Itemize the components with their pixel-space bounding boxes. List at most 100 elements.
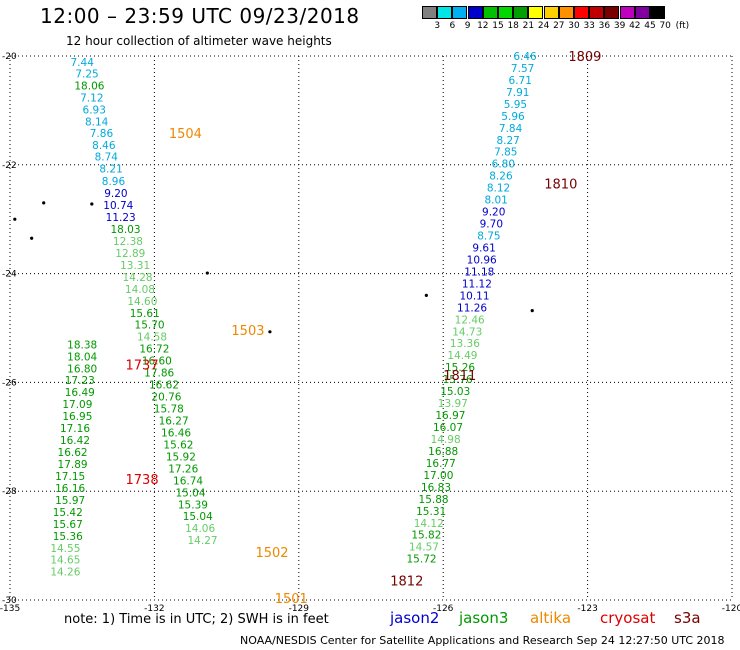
- wave-height-value: 15.92: [166, 451, 196, 463]
- lon-tick-label: -132: [144, 604, 164, 614]
- lat-tick-label: -26: [2, 378, 17, 388]
- wave-height-value: 13.36: [450, 338, 480, 350]
- chart-title: 12:00 – 23:59 UTC 09/23/2018: [40, 4, 360, 28]
- wave-height-value: 11.23: [106, 212, 136, 224]
- lat-tick-label: -20: [2, 52, 17, 62]
- wave-height-value: 15.78: [154, 404, 184, 416]
- wave-height-value: 16.42: [60, 435, 90, 447]
- wave-height-value: 16.77: [426, 458, 456, 470]
- legend-jason3: jason3: [459, 609, 509, 627]
- wave-height-value: 10.11: [459, 290, 489, 302]
- wave-height-value: 16.60: [142, 356, 172, 368]
- wave-height-value: 12.46: [455, 314, 485, 326]
- wave-height-value: 8.01: [484, 195, 507, 207]
- wave-height-value: 13.97: [438, 398, 468, 410]
- colorbar-label: 18: [507, 21, 519, 31]
- colorbar-label: 36: [598, 21, 611, 31]
- wave-height-value: 8.75: [477, 231, 500, 243]
- wave-height-value: 16.83: [421, 482, 451, 494]
- lat-tick-label: -24: [2, 270, 17, 280]
- wave-height-value: 10.74: [103, 200, 133, 212]
- pass-number-label: 1502: [255, 546, 288, 561]
- island-marker: [42, 201, 46, 205]
- wave-height-value: 5.95: [504, 99, 527, 111]
- wave-height-value: 16.74: [173, 475, 203, 487]
- wave-height-value: 14.55: [50, 543, 80, 555]
- colorbar-swatch: [422, 6, 437, 19]
- wave-height-value: 7.84: [499, 123, 523, 135]
- wave-height-value: 12.89: [115, 248, 145, 260]
- wave-height-value: 7.12: [80, 92, 103, 104]
- wave-height-value: 15.82: [411, 530, 441, 542]
- wave-height-value: 5.96: [501, 111, 525, 123]
- pass-number-label: 1738: [126, 473, 159, 488]
- wave-height-value: 18.06: [74, 80, 104, 92]
- wave-height-value: 17.00: [423, 470, 453, 482]
- colorbar-label: 70: [659, 21, 671, 31]
- colorbar-label: 27: [553, 21, 565, 31]
- wave-height-value: 6.71: [509, 75, 532, 87]
- island-marker: [90, 202, 94, 206]
- colorbar-label: (ft): [675, 21, 690, 31]
- pass-number-label: 1504: [169, 127, 202, 142]
- wave-height-value: 13.31: [120, 260, 150, 272]
- legend-jason2: jason2: [390, 609, 440, 627]
- wave-height-value: 15.97: [55, 495, 85, 507]
- wave-height-value: 15.88: [419, 494, 449, 506]
- lat-tick-label: -30: [2, 596, 17, 606]
- wave-height-value: 8.74: [95, 152, 119, 164]
- legend-altika: altika: [530, 609, 572, 627]
- colorbar-label: 21: [522, 21, 535, 31]
- wave-height-value: 15.61: [130, 308, 160, 320]
- wave-height-value: 14.28: [123, 272, 153, 284]
- wave-height-value: 16.49: [65, 387, 95, 399]
- lon-tick-label: -135: [0, 604, 20, 614]
- wave-height-value: 14.26: [50, 567, 80, 579]
- wave-height-value: 14.57: [409, 542, 439, 554]
- colorbar-swatch: [467, 6, 483, 19]
- wave-height-value: 18.04: [67, 351, 97, 363]
- island-marker: [424, 293, 428, 297]
- lon-tick-label: -126: [433, 604, 454, 614]
- wave-height-value: 9.20: [482, 207, 505, 219]
- wave-height-value: 7.91: [506, 87, 529, 99]
- legend-s3a: s3a: [674, 609, 701, 627]
- wave-height-value: 8.96: [102, 176, 126, 188]
- wave-height-value: 15.39: [178, 499, 208, 511]
- wave-height-value: 15.36: [53, 531, 83, 543]
- wave-height-value: 16.16: [55, 483, 85, 495]
- wave-height-value: 11.12: [462, 278, 492, 290]
- wave-height-value: 15.26: [445, 362, 475, 374]
- wave-height-value: 9.61: [472, 242, 495, 254]
- colorbar-label: 15: [492, 21, 504, 31]
- island-marker: [205, 271, 209, 275]
- colorbar-swatch: [574, 6, 589, 19]
- wave-height-value: 15.67: [53, 519, 83, 531]
- pass-number-label: 1501: [275, 592, 308, 607]
- colorbar-swatch: [604, 6, 620, 19]
- lon-tick-label: -129: [289, 604, 310, 614]
- wave-height-value: 17.89: [58, 459, 88, 471]
- wave-height-value: 14.60: [127, 296, 157, 308]
- pass-number-label: 1809: [568, 50, 601, 65]
- colorbar-swatch: [650, 6, 665, 19]
- colorbar-swatch: [634, 6, 650, 19]
- wave-height-value: 14.58: [137, 332, 167, 344]
- island-marker: [530, 308, 534, 313]
- wave-height-value: 7.57: [511, 63, 534, 75]
- wave-height-value: 11.26: [457, 302, 487, 314]
- wave-height-value: 7.85: [494, 147, 517, 159]
- lat-tick-label: -22: [2, 161, 17, 171]
- wave-height-value: 14.73: [452, 326, 482, 338]
- colorbar-label: 42: [629, 21, 641, 31]
- wave-height-value: 17.26: [168, 463, 198, 475]
- wave-height-value: 9.70: [480, 219, 503, 231]
- wave-height-value: 16.07: [433, 422, 463, 434]
- colorbar-label: 24: [537, 21, 550, 31]
- colorbar-swatch: [437, 6, 453, 19]
- chart-subtitle: 12 hour collection of altimeter wave hei…: [66, 34, 332, 48]
- wave-height-value: 18.38: [67, 339, 97, 351]
- wave-height-value: 7.44: [71, 57, 95, 69]
- wave-height-value: 15.42: [53, 507, 83, 519]
- wave-height-value: 17.16: [60, 423, 90, 435]
